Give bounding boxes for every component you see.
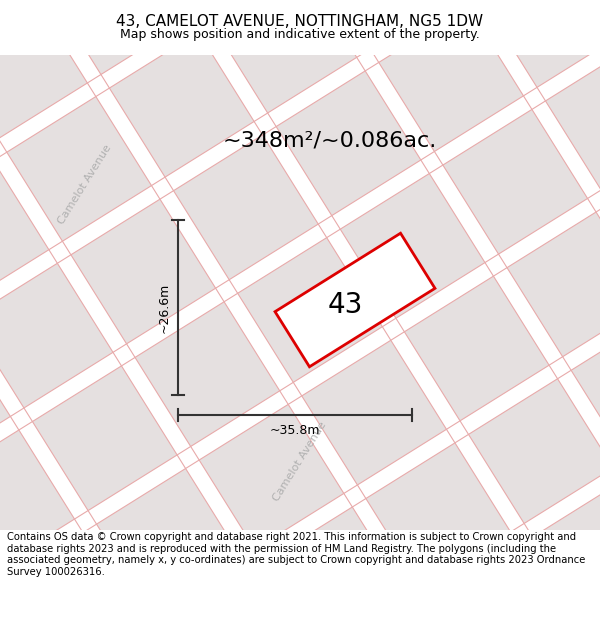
Polygon shape <box>314 0 460 49</box>
Polygon shape <box>545 45 600 190</box>
Polygon shape <box>0 532 139 625</box>
Polygon shape <box>597 584 600 625</box>
Text: ~26.6m: ~26.6m <box>157 282 170 332</box>
Polygon shape <box>161 571 305 625</box>
Polygon shape <box>533 481 600 625</box>
Polygon shape <box>199 404 344 549</box>
Polygon shape <box>584 0 600 23</box>
Polygon shape <box>275 233 435 367</box>
Polygon shape <box>328 609 472 625</box>
Text: 43, CAMELOT AVENUE, NOTTINGHAM, NG5 1DW: 43, CAMELOT AVENUE, NOTTINGHAM, NG5 1DW <box>116 14 484 29</box>
Polygon shape <box>238 238 382 382</box>
Polygon shape <box>32 366 177 511</box>
Polygon shape <box>71 199 215 344</box>
Polygon shape <box>302 340 446 485</box>
Polygon shape <box>0 430 74 575</box>
Polygon shape <box>430 546 575 625</box>
Polygon shape <box>276 71 421 216</box>
Polygon shape <box>148 0 293 11</box>
Polygon shape <box>135 302 280 446</box>
Polygon shape <box>109 32 254 177</box>
Polygon shape <box>0 0 23 36</box>
Polygon shape <box>571 314 600 459</box>
Polygon shape <box>404 276 549 421</box>
Polygon shape <box>340 174 485 318</box>
Text: Contains OS data © Crown copyright and database right 2021. This information is : Contains OS data © Crown copyright and d… <box>7 532 586 577</box>
Text: Camelot Avenue: Camelot Avenue <box>56 144 113 226</box>
Polygon shape <box>366 443 511 588</box>
Polygon shape <box>379 7 523 151</box>
Polygon shape <box>97 469 241 613</box>
Polygon shape <box>173 135 318 280</box>
Text: ~348m²/~0.086ac.: ~348m²/~0.086ac. <box>223 130 437 150</box>
Polygon shape <box>0 263 113 408</box>
Polygon shape <box>45 0 190 74</box>
Polygon shape <box>443 109 587 254</box>
Text: ~35.8m: ~35.8m <box>270 424 320 438</box>
Polygon shape <box>507 212 600 357</box>
Polygon shape <box>7 96 151 241</box>
Polygon shape <box>0 161 49 306</box>
Text: Map shows position and indicative extent of the property.: Map shows position and indicative extent… <box>120 28 480 41</box>
Polygon shape <box>0 328 10 472</box>
Polygon shape <box>481 0 600 88</box>
Text: Camelot Avenue: Camelot Avenue <box>271 421 329 504</box>
Polygon shape <box>263 507 408 625</box>
Polygon shape <box>212 0 357 113</box>
Polygon shape <box>469 379 600 524</box>
Polygon shape <box>0 0 88 139</box>
Polygon shape <box>0 597 36 625</box>
Text: 43: 43 <box>328 291 362 319</box>
